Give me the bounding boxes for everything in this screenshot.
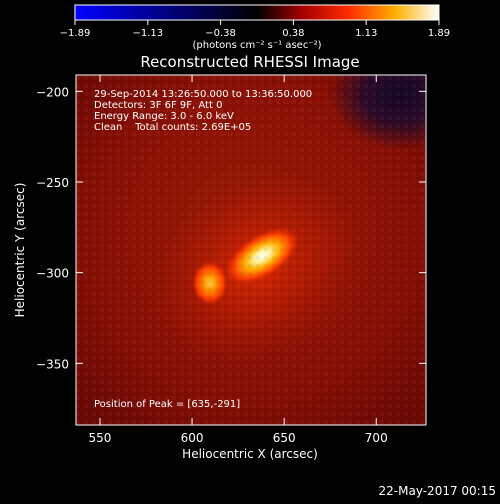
y-tick-label: −250	[36, 176, 69, 190]
y-tick-label: −200	[36, 85, 69, 99]
x-tick-label: 700	[365, 431, 388, 445]
peak-position-label: Position of Peak = [635,-291]	[94, 399, 240, 410]
annotation-time-range: 29-Sep-2014 13:26:50.000 to 13:36:50.000	[94, 89, 312, 100]
footer-date: 22-May-2017 00:15	[379, 484, 496, 498]
info-annotations: 29-Sep-2014 13:26:50.000 to 13:36:50.000…	[94, 89, 312, 133]
heatmap-image	[76, 75, 426, 425]
colorbar-tick-label: 0.38	[282, 28, 304, 39]
colorbar-tick-label: −1.13	[132, 28, 163, 39]
colorbar	[74, 4, 440, 21]
colorbar-tick-label: 1.89	[428, 28, 450, 39]
x-tick-label: 650	[273, 431, 296, 445]
plot-frame	[75, 74, 427, 426]
annotation-clean-counts: Clean Total counts: 2.69E+05	[94, 122, 251, 133]
annotation-detectors: Detectors: 3F 6F 9F, Att 0	[94, 100, 222, 111]
y-axis: −200 −250 −300 −350	[36, 85, 426, 371]
x-tick-label: 550	[88, 431, 111, 445]
colorbar-tick-label: 1.13	[355, 28, 377, 39]
chart-title: Reconstructed RHESSI Image	[140, 53, 359, 71]
colorbar-tick-label: −0.38	[205, 28, 236, 39]
colorbar-units: (photons cm⁻² s⁻¹ asec⁻²)	[192, 40, 321, 51]
y-tick-label: −300	[36, 267, 69, 281]
x-axis: 550 600 650 700	[88, 75, 388, 445]
y-axis-label: Heliocentric Y (arcsec)	[13, 183, 27, 318]
y-tick-label: −350	[36, 357, 69, 371]
colorbar-ticks: −1.89 −1.13 −0.38 0.38 1.13 1.89	[60, 20, 450, 39]
x-tick-label: 600	[181, 431, 204, 445]
annotation-energy-range: Energy Range: 3.0 - 6.0 keV	[94, 111, 234, 122]
x-axis-label: Heliocentric X (arcsec)	[182, 447, 318, 461]
colorbar-tick-label: −1.89	[60, 28, 91, 39]
